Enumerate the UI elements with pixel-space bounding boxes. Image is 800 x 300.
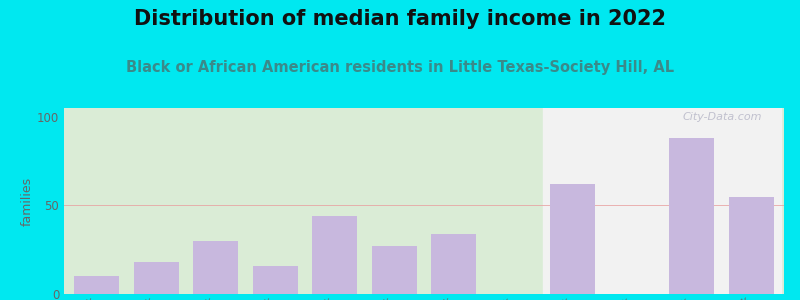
Bar (431, 234, 476, 294)
Bar (67, 99, 543, 294)
Bar (729, 196, 774, 294)
Bar (550, 184, 595, 294)
Bar (134, 262, 178, 294)
Y-axis label: families: families (21, 176, 34, 226)
Bar (670, 138, 714, 294)
Text: Distribution of median family income in 2022: Distribution of median family income in … (134, 9, 666, 29)
Text: City-Data.com: City-Data.com (683, 112, 762, 122)
Bar (74, 276, 119, 294)
Text: Black or African American residents in Little Texas-Society Hill, AL: Black or African American residents in L… (126, 60, 674, 75)
Bar (313, 216, 357, 294)
Bar (543, 99, 781, 294)
Bar (253, 266, 298, 294)
Bar (194, 241, 238, 294)
Bar (372, 246, 417, 294)
